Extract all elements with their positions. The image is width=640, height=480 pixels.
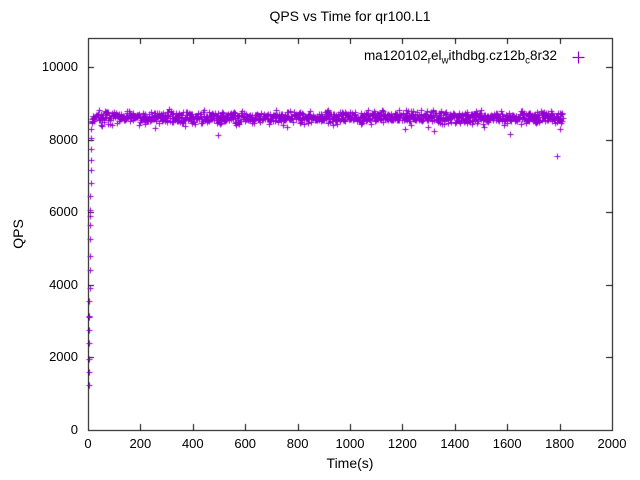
legend: ma120102relwithdbg.cz12bc8r32: [364, 48, 586, 67]
x-tick-label: 1400: [440, 436, 470, 451]
x-tick-label: 1800: [545, 436, 575, 451]
legend-label-part: c: [525, 55, 530, 67]
y-tick-label: 4000: [49, 276, 78, 292]
y-axis-label: QPS: [10, 219, 26, 249]
legend-label-part: r: [427, 55, 431, 67]
x-tick-label: 2000: [597, 436, 627, 451]
x-tick-label: 1200: [387, 436, 417, 451]
legend-label-part: 8r32: [529, 48, 557, 63]
y-tick-label: 0: [70, 422, 78, 437]
legend-label-part: ithdbg.cz12b: [448, 48, 526, 63]
legend-label-part: w: [441, 55, 449, 67]
x-tick-label: 1000: [335, 436, 365, 451]
legend-label-part: el: [431, 48, 442, 63]
x-axis-label: Time(s): [326, 455, 374, 471]
legend-plus-marker-icon: [571, 50, 586, 65]
x-tick-label: 600: [234, 436, 257, 451]
x-tick-label: 0: [84, 436, 92, 451]
y-tick-label: 8000: [49, 131, 78, 147]
x-tick-label: 400: [181, 436, 204, 451]
chart-title: QPS vs Time for qr100.L1: [269, 8, 431, 24]
x-tick-label: 200: [129, 436, 152, 451]
y-tick-label: 10000: [41, 59, 78, 75]
y-tick-label: 2000: [49, 349, 78, 365]
y-tick-label: 6000: [49, 204, 78, 220]
legend-series-label: ma120102relwithdbg.cz12bc8r32: [364, 48, 557, 67]
x-tick-label: 1600: [492, 436, 522, 451]
legend-label-part: ma120102: [363, 48, 428, 63]
x-tick-label: 800: [286, 436, 309, 451]
